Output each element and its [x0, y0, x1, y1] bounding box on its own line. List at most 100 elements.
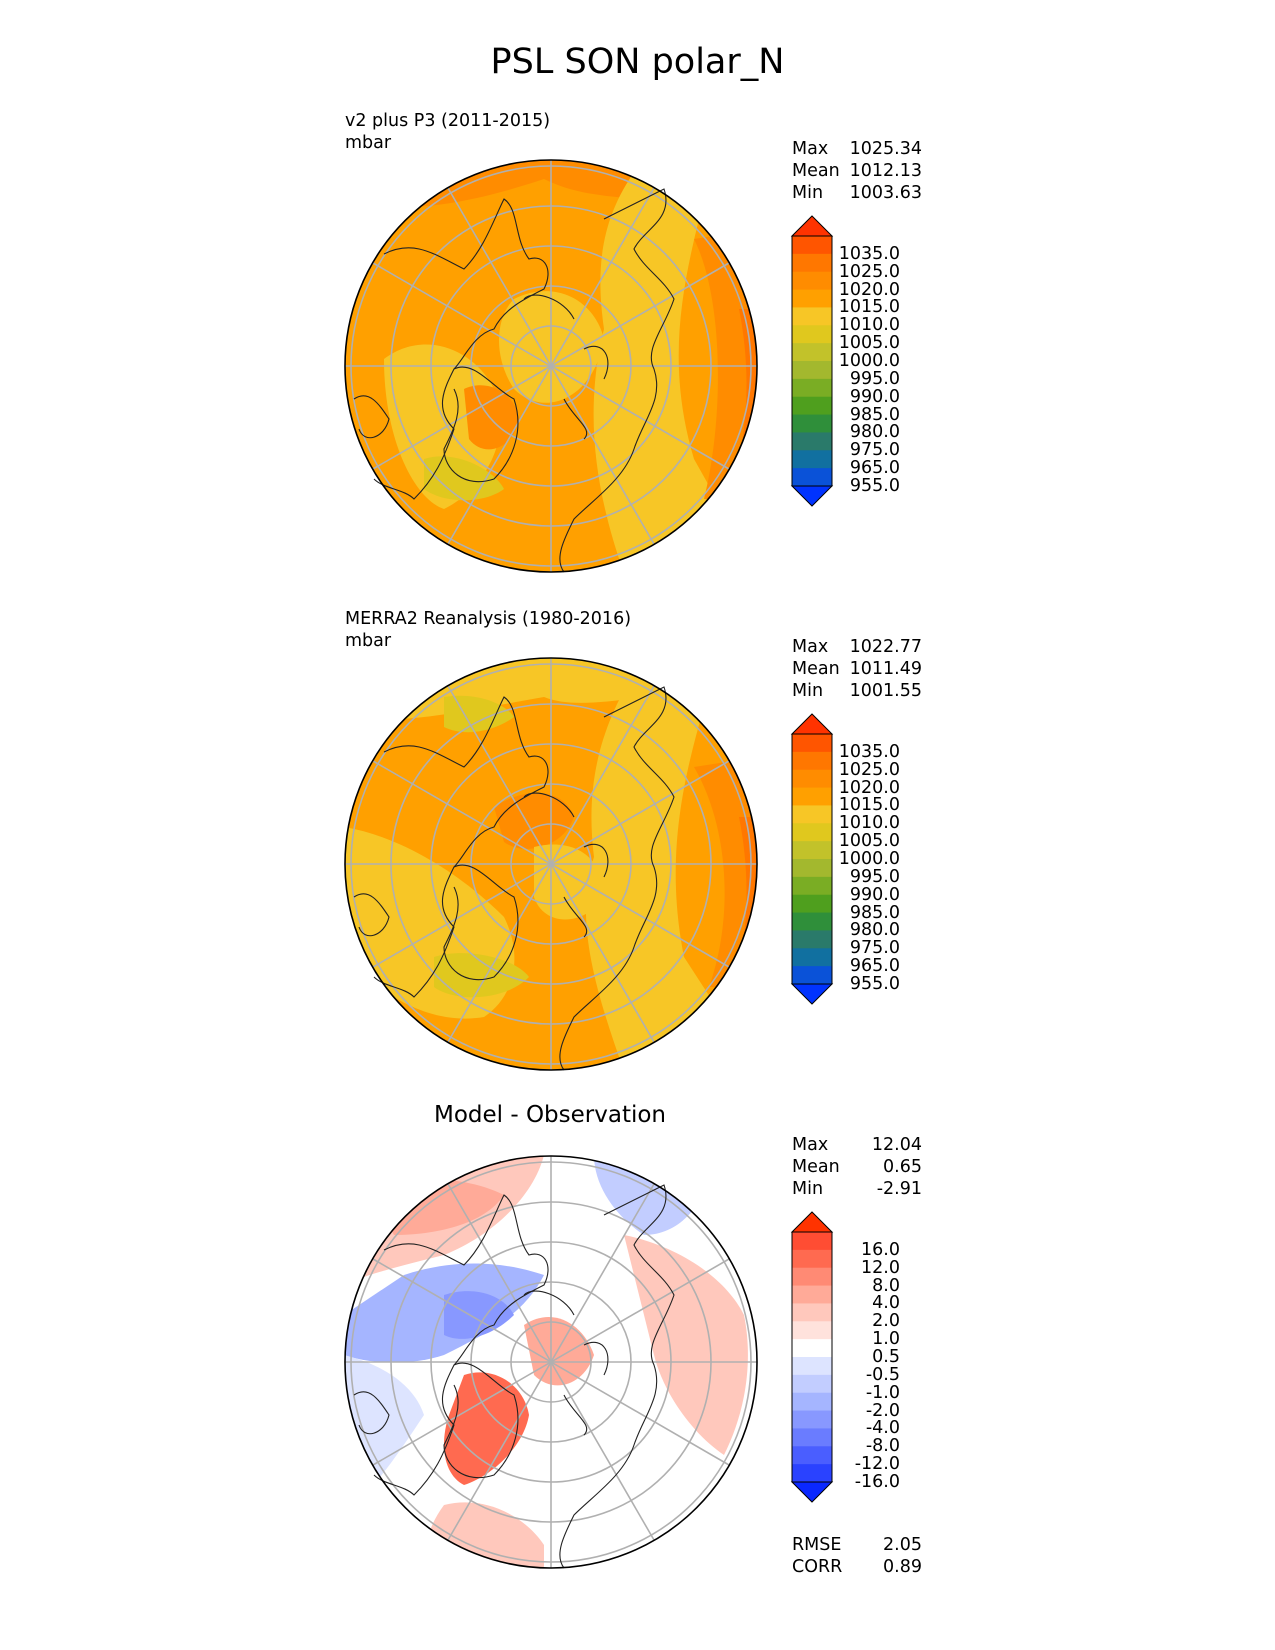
stat-value: 12.04: [871, 1135, 922, 1155]
colorbar-tick-label: 985.0: [849, 404, 900, 425]
colorbar-segment: [792, 1249, 832, 1269]
stats-box: Max 1025.34 Mean 1012.13 Min 1003.63: [792, 138, 922, 204]
colorbar-segment: [792, 1267, 832, 1287]
colorbar-tick-label: -8.0: [865, 1436, 900, 1457]
stat-value: 0.65: [883, 1157, 922, 1177]
colorbar-tick-label: 2.0: [872, 1311, 900, 1332]
map-border: [344, 1155, 758, 1569]
colorbar-frame: [791, 235, 833, 487]
colorbar: [790, 215, 834, 507]
field-contour-greenland-positive: [444, 1372, 529, 1485]
colorbar-segment: [792, 289, 832, 308]
colorbar-segment: [792, 769, 832, 789]
colorbar-segment: [792, 253, 832, 273]
colorbar-segment: [792, 823, 832, 842]
map-border: [344, 159, 758, 573]
panel-observation: MERRA2 Reanalysis (1980-2016) mbar: [0, 608, 1275, 1098]
stat-value: 1012.13: [849, 161, 922, 181]
colorbar-segment: [792, 734, 832, 753]
stats-box: Max 1022.77 Mean 1011.49 Min 1001.55: [792, 636, 922, 702]
colorbar-segment: [792, 841, 832, 860]
colorbar-tick-label: -16.0: [854, 1472, 900, 1492]
colorbar-tick-label: 980.0: [849, 920, 900, 941]
graticule: [345, 1156, 757, 1568]
coastlines: [353, 188, 675, 573]
colorbar-segment: [792, 1232, 832, 1251]
stat-value: 1001.55: [849, 681, 922, 701]
colorbar-tick-label: 985.0: [849, 902, 900, 923]
stat-label: Min: [792, 1179, 824, 1199]
colorbar-segment: [792, 1374, 832, 1394]
colorbar-segment: [792, 468, 832, 487]
colorbar-segment: [792, 1446, 832, 1465]
stat-label: Max: [792, 1135, 829, 1155]
metric-value: 0.89: [883, 1557, 922, 1577]
colorbar-tick-label: 955.0: [849, 476, 900, 496]
colorbar-segment: [792, 751, 832, 771]
field-contour-low: [444, 695, 514, 733]
colorbar-tick-label: 12.0: [861, 1257, 900, 1278]
colorbar-segment: [792, 325, 832, 344]
colorbar-tick-label: 975.0: [849, 440, 900, 461]
colorbar-segment: [792, 876, 832, 896]
colorbar-tick-label: 990.0: [849, 884, 900, 905]
panel-units: mbar: [345, 133, 392, 153]
colorbar-tick-label: 1025.0: [838, 759, 900, 780]
colorbar-tick-label: 1000.0: [838, 351, 900, 371]
panel-subtitle: v2 plus P3 (2011-2015): [345, 111, 551, 131]
colorbar-tick-label: 16.0: [861, 1239, 900, 1260]
stat-label: Max: [792, 637, 829, 657]
colorbar-segment: [792, 859, 832, 878]
colorbar-tick-label: 1015.0: [838, 297, 900, 318]
graticule: [345, 658, 757, 1070]
colorbar-tick-label: 980.0: [849, 422, 900, 443]
colorbar-segment: [792, 396, 832, 416]
metric-value: 2.05: [883, 1535, 922, 1555]
panel-title: Model - Observation: [433, 1102, 667, 1128]
colorbar-segment: [792, 450, 832, 469]
colorbar-tick-label: 965.0: [849, 956, 900, 977]
colorbar-tick-label: 1010.0: [838, 813, 900, 834]
stat-value: 1003.63: [849, 183, 922, 203]
colorbar-extend-min: [790, 1481, 834, 1503]
colorbar-tick-label: 8.0: [872, 1275, 900, 1296]
field-contour-high: [494, 793, 574, 849]
graticule: [345, 160, 757, 572]
coastlines: [353, 686, 675, 1071]
colorbar-tick-label: 1.0: [872, 1329, 900, 1350]
stat-label: Mean: [792, 659, 840, 679]
field-contour-positive: [624, 1235, 748, 1455]
colorbar-tick-label: 1035.0: [838, 243, 900, 264]
colorbar-segment: [792, 1285, 832, 1304]
colorbar-segment: [792, 1339, 832, 1358]
colorbar-segment: [792, 1303, 832, 1322]
stat-label: Mean: [792, 161, 840, 181]
stat-label: Max: [792, 139, 829, 159]
colorbar-segment: [792, 271, 832, 291]
polar-map-observation: [344, 657, 758, 1071]
metrics-box: RMSE 2.05 CORR 0.89: [792, 1534, 922, 1578]
colorbar-segment: [792, 1428, 832, 1447]
colorbar-segment: [792, 894, 832, 914]
colorbar-segment: [792, 805, 832, 824]
colorbar-segment: [792, 432, 832, 451]
metric-label: RMSE: [792, 1535, 842, 1555]
stat-value: 1011.49: [849, 659, 922, 679]
stat-label: Min: [792, 681, 824, 701]
colorbar-segment: [792, 1357, 832, 1376]
panel-model: v2 plus P3 (2011-2015) mbar: [0, 110, 1275, 600]
colorbar-tick-label: 995.0: [849, 368, 900, 389]
colorbar-segment: [792, 236, 832, 255]
colorbar-tick-label: 1005.0: [838, 333, 900, 354]
colorbar-tick-label: 1020.0: [838, 279, 900, 300]
colorbar-segment: [792, 1321, 832, 1340]
colorbar-extend-min: [790, 983, 834, 1005]
field-contour-greenland: [464, 385, 519, 450]
panel-subtitle: MERRA2 Reanalysis (1980-2016): [345, 609, 632, 629]
colorbar-segment: [792, 414, 832, 433]
colorbar-extend-max: [790, 713, 834, 735]
panel-units: mbar: [345, 631, 392, 651]
stat-value: 1022.77: [849, 637, 922, 657]
colorbar-segment: [792, 930, 832, 949]
polar-map-difference: [344, 1155, 758, 1569]
